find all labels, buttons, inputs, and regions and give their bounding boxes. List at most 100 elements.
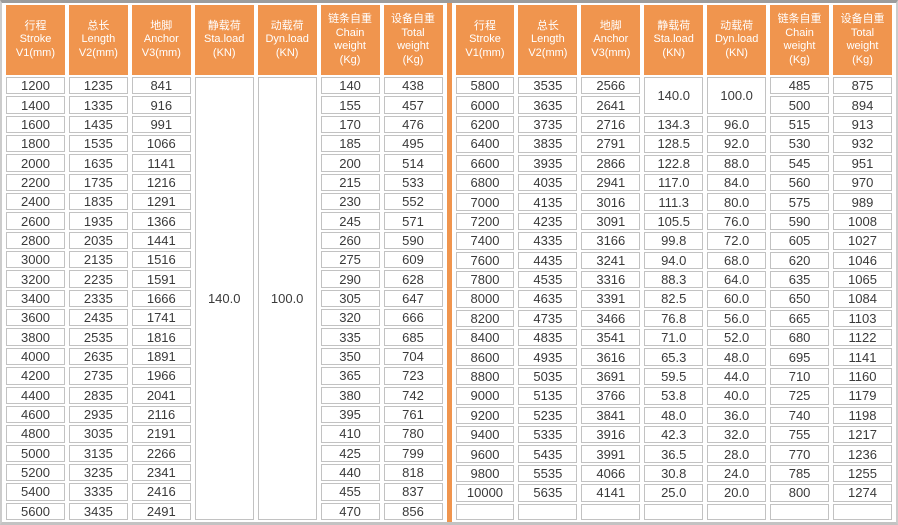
table-cell: 10000 <box>455 484 515 502</box>
table-cell: 4935 <box>518 348 578 366</box>
table-cell: 3735 <box>518 115 578 134</box>
table-cell: 88.0 <box>707 154 767 172</box>
header-line: Stroke <box>469 33 501 46</box>
header-line: weight <box>846 40 879 52</box>
table-cell: 111.3 <box>644 193 704 211</box>
table-row: 1800 1535 1066 185 495 <box>6 135 443 153</box>
table-cell: 1065 <box>833 270 892 289</box>
table-cell: 215 <box>320 173 380 192</box>
table-cell: 438 <box>383 77 443 95</box>
table-row: 9000 5135 3766 53.8 40.0 725 1179 <box>455 387 892 405</box>
table-cell: 8000 <box>455 290 515 308</box>
table-cell: 2235 <box>68 270 128 288</box>
table-cell: 4835 <box>518 329 578 347</box>
table-cell: 71.0 <box>644 329 704 347</box>
table-cell: 647 <box>383 289 443 308</box>
table-cell: 916 <box>131 96 191 114</box>
table-cell: 970 <box>833 173 892 192</box>
table-cell: 533 <box>383 173 443 192</box>
table-cell: 4141 <box>581 484 641 502</box>
header-line: 设备自重 <box>391 13 436 25</box>
table-cell: 245 <box>320 212 380 230</box>
table-cell: 5400 <box>6 483 65 501</box>
table-cell: 1891 <box>131 347 191 366</box>
table-cell: 140.0 <box>194 77 254 520</box>
table-cell: 3800 <box>6 328 65 346</box>
table-cell: 64.0 <box>707 270 767 289</box>
table-cell: 4035 <box>518 173 578 192</box>
table-left-header: 行程 Stroke V1(mm) 总长 Length V2(mm) 地脚 Anchor V3(m… <box>6 5 443 75</box>
table-cell: 500 <box>770 96 830 114</box>
table-cell: 856 <box>383 502 443 520</box>
table-cell: 3541 <box>581 329 641 347</box>
header-line: Total <box>401 26 425 39</box>
table-row: 8800 5035 3691 59.5 44.0 710 1160 <box>455 367 892 386</box>
table-cell: 2835 <box>68 386 128 404</box>
table-cell: 52.0 <box>707 329 767 347</box>
table-cell: 3166 <box>581 232 641 250</box>
table-cell: 740 <box>770 406 830 425</box>
table-cell: 4600 <box>6 405 65 424</box>
table-cell: 99.8 <box>644 232 704 250</box>
table-cell: 2535 <box>68 328 128 346</box>
table-row: 3600 2435 1741 320 666 <box>6 309 443 327</box>
table-cell: 395 <box>320 405 380 424</box>
table-cell: 30.8 <box>644 464 704 483</box>
table-cell: 3841 <box>581 406 641 425</box>
table-cell: 3466 <box>581 309 641 328</box>
table-cell: 1122 <box>833 329 892 347</box>
table-row: 2600 1935 1366 245 571 <box>6 212 443 230</box>
table-cell: 571 <box>383 212 443 230</box>
table-cell: 1800 <box>6 135 65 153</box>
table-cell: 650 <box>770 290 830 308</box>
table-cell: 5335 <box>518 426 578 444</box>
table-cell: 3835 <box>518 135 578 153</box>
table-cell: 3235 <box>68 463 128 482</box>
header-line: Dyn.load <box>265 33 309 46</box>
table-row: 3200 2235 1591 290 628 <box>6 270 443 288</box>
table-cell: 2800 <box>6 231 65 250</box>
table-cell: 457 <box>383 96 443 114</box>
table-cell: 485 <box>770 77 830 95</box>
table-cell: 4235 <box>518 212 578 231</box>
table-cell: 2000 <box>6 154 65 172</box>
table-cell: 590 <box>383 231 443 250</box>
table-cell: 725 <box>770 387 830 405</box>
table-cell: 3135 <box>68 444 128 462</box>
table-cell: 140 <box>320 77 380 95</box>
table-cell: 2941 <box>581 173 641 192</box>
table-cell: 1966 <box>131 367 191 385</box>
table-cell: 4735 <box>518 309 578 328</box>
spec-table-left: 行程 Stroke V1(mm) 总长 Length V2(mm) 地脚 Anchor V3(m… <box>2 3 447 522</box>
table-cell: 36.0 <box>707 406 767 425</box>
table-cell: 5535 <box>518 464 578 483</box>
table-cell: 1635 <box>68 154 128 172</box>
header-cell-dyn-load: 动载荷 Dyn.load (KN) <box>257 5 317 75</box>
table-cell: 425 <box>320 444 380 462</box>
header-line: Sta.load <box>653 33 694 46</box>
table-row: 9800 5535 4066 30.8 24.0 785 1255 <box>455 464 892 483</box>
table-cell: 818 <box>383 463 443 482</box>
table-cell: 2735 <box>68 367 128 385</box>
table-cell: 3935 <box>518 154 578 172</box>
table-cell: 3916 <box>581 426 641 444</box>
header-line: Length <box>531 33 565 46</box>
table-cell <box>644 503 704 520</box>
table-cell <box>707 503 767 520</box>
table-row: 6600 3935 2866 122.8 88.0 545 951 <box>455 154 892 172</box>
table-cell: 8200 <box>455 309 515 328</box>
table-cell: 117.0 <box>644 173 704 192</box>
table-cell: 2335 <box>68 289 128 308</box>
table-cell: 6400 <box>455 135 515 153</box>
header-cell-chain-weight: 链条自重 Chain weight (Kg) <box>770 5 830 75</box>
table-cell: 841 <box>131 77 191 95</box>
header-cell-length: 总长 Length V2(mm) <box>68 5 128 75</box>
table-row: 6800 4035 2941 117.0 84.0 560 970 <box>455 173 892 192</box>
header-line: weight <box>783 40 816 52</box>
table-cell: 2341 <box>131 463 191 482</box>
header-line: 静载荷 <box>207 19 241 32</box>
table-row: 8600 4935 3616 65.3 48.0 695 1141 <box>455 348 892 366</box>
table-cell: 96.0 <box>707 115 767 134</box>
header-line: Dyn.load <box>714 33 759 46</box>
table-row: 5000 3135 2266 425 799 <box>6 444 443 462</box>
